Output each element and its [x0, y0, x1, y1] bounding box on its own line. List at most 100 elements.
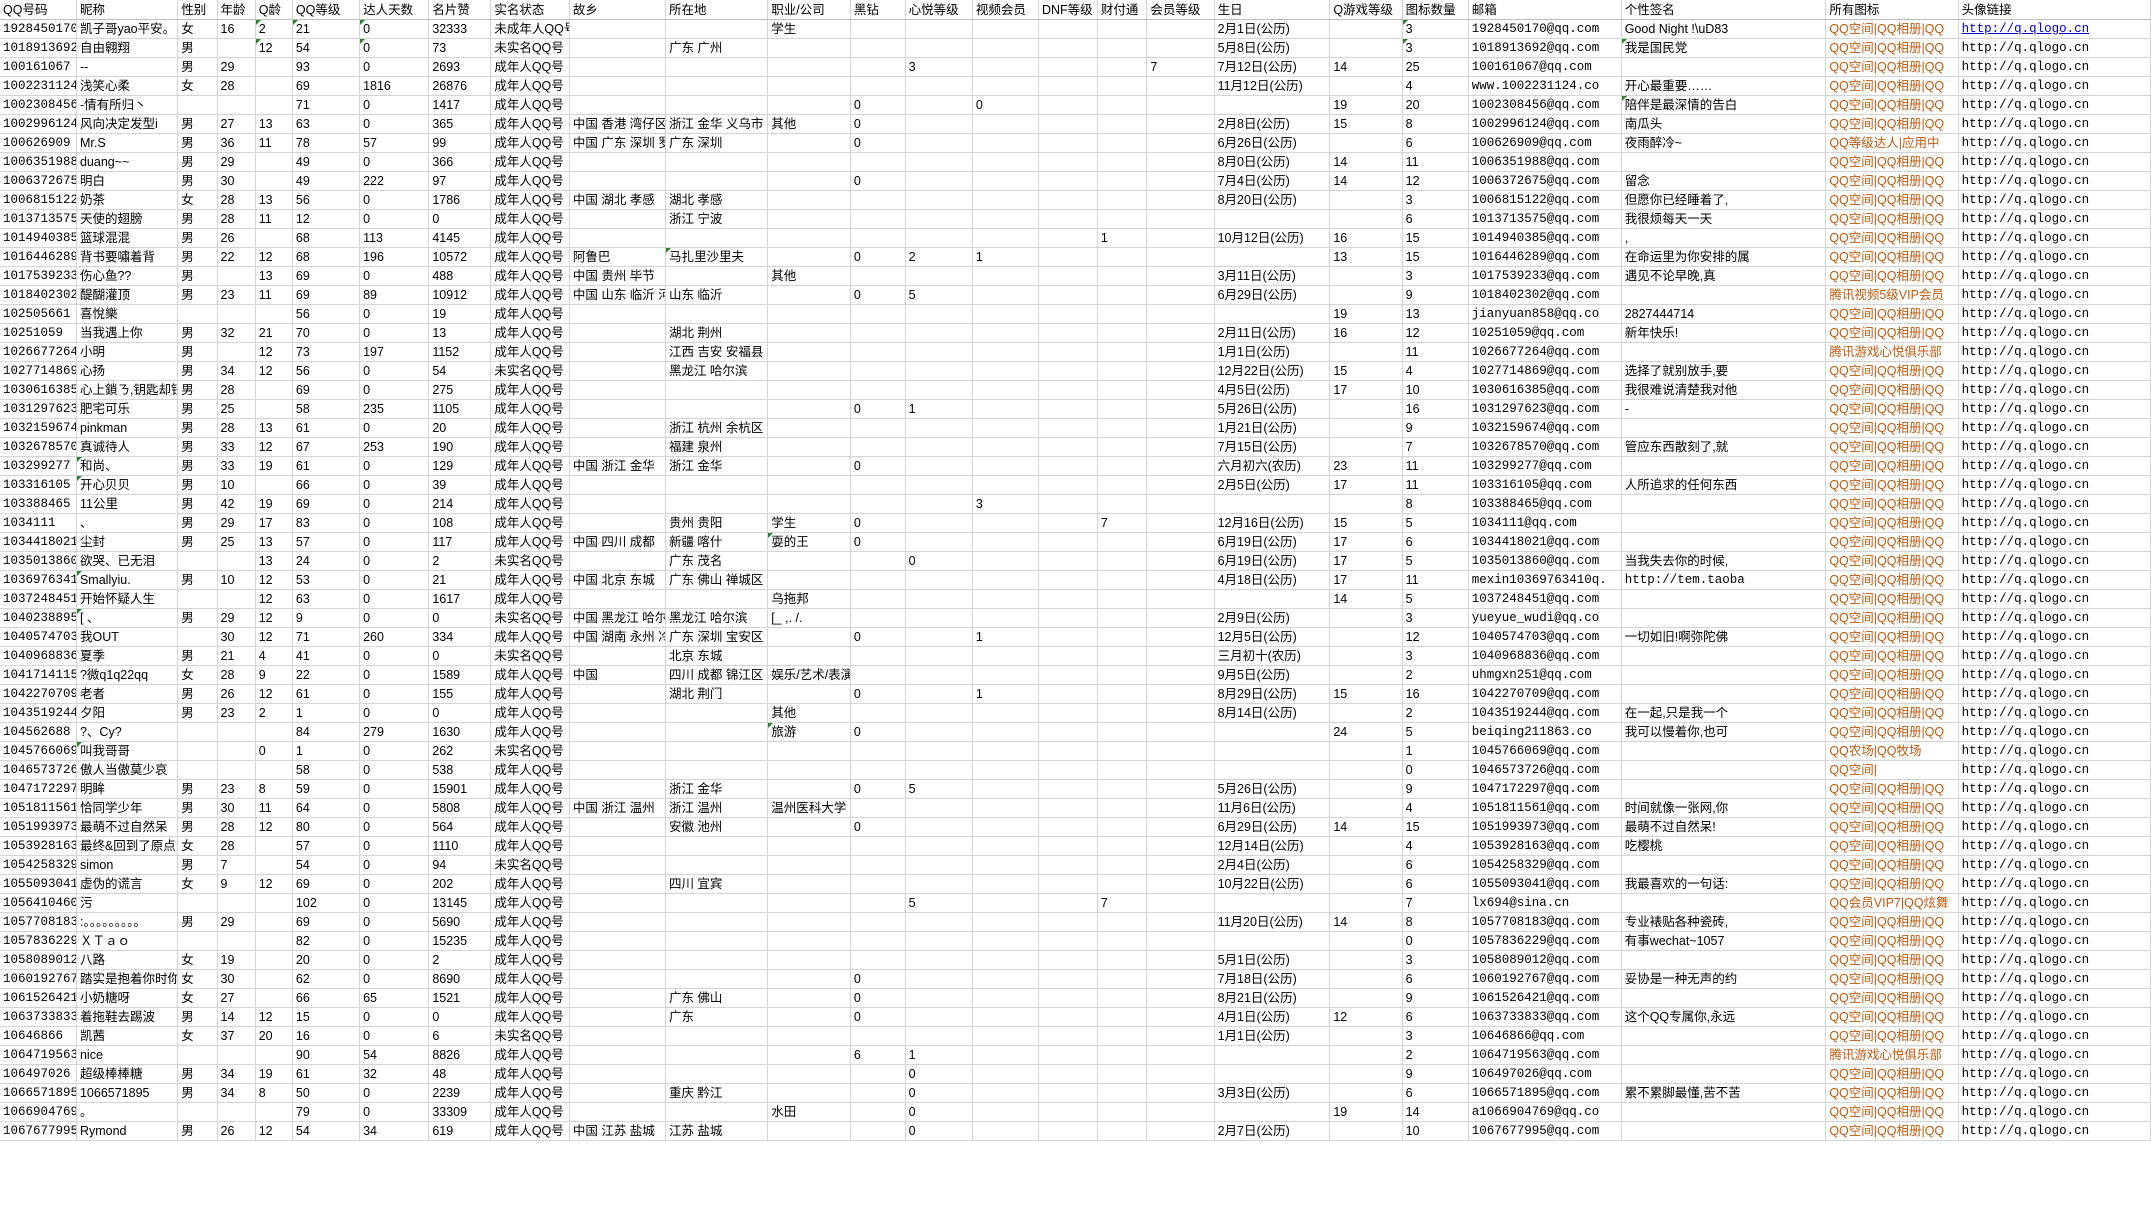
- cell-home[interactable]: 中国 黑龙江 哈尔滨: [569, 608, 666, 628]
- cell-avatar-link[interactable]: http://q.qlogo.cn: [1958, 646, 2151, 666]
- cell-xy[interactable]: [905, 874, 973, 894]
- cell-avatar-link[interactable]: http://q.qlogo.cn: [1958, 513, 2151, 533]
- cell-email[interactable]: 1006815122@qq.com: [1468, 190, 1622, 210]
- cell-vip[interactable]: [1146, 228, 1215, 248]
- cell-vip[interactable]: [1146, 76, 1215, 96]
- cell-dnf[interactable]: [1038, 1007, 1098, 1027]
- cell-black[interactable]: [850, 950, 906, 970]
- cell-home[interactable]: [569, 57, 666, 77]
- cell-likes[interactable]: 1786: [428, 190, 492, 210]
- cell-qq[interactable]: 1042270709: [0, 684, 77, 704]
- cell-black[interactable]: [850, 855, 906, 875]
- cell-loc[interactable]: [665, 266, 769, 286]
- cell-qq[interactable]: 1006815122: [0, 190, 77, 210]
- cell-icons_n[interactable]: 12: [1402, 171, 1469, 191]
- cell-home[interactable]: [569, 475, 666, 495]
- cell-icons_n[interactable]: 2: [1402, 665, 1469, 685]
- cell-home[interactable]: [569, 1026, 666, 1046]
- cell-qlevel[interactable]: 59: [292, 779, 361, 799]
- cell-nick[interactable]: 八路: [76, 950, 179, 970]
- table-row[interactable]: 1016446289 背书要嘯着背男 22 12 68 196 10572 成年人QQ号 阿鲁巴…: [0, 247, 2151, 267]
- cell-video[interactable]: [972, 190, 1039, 210]
- cell-vip[interactable]: [1146, 19, 1215, 39]
- cell-qlevel[interactable]: 64: [292, 798, 361, 818]
- cell-loc[interactable]: 广东: [665, 1007, 769, 1027]
- cell-vip[interactable]: [1146, 285, 1215, 305]
- cell-icons_n[interactable]: 7: [1402, 437, 1469, 457]
- cell-home[interactable]: [569, 874, 666, 894]
- cell-job[interactable]: 其他: [767, 114, 851, 134]
- cell-realname[interactable]: 未实名QQ号: [490, 855, 570, 875]
- cell-icons_n[interactable]: 6: [1402, 209, 1469, 229]
- cell-dnf[interactable]: [1038, 380, 1098, 400]
- cell-loc[interactable]: 湖北 荆州: [665, 323, 769, 343]
- cell-email[interactable]: 1030616385@qq.com: [1468, 380, 1622, 400]
- cell-loc[interactable]: 浙江 金华 义乌市: [665, 114, 769, 134]
- cell-nick[interactable]: 喜悅樂: [76, 304, 179, 324]
- cell-days[interactable]: 57: [359, 133, 430, 153]
- cell-qlevel[interactable]: 69: [292, 76, 361, 96]
- cell-home[interactable]: [569, 722, 666, 742]
- cell-sign[interactable]: [1621, 855, 1827, 875]
- cell-sign[interactable]: [1621, 779, 1827, 799]
- cell-birth[interactable]: [1214, 893, 1331, 913]
- cell-qgame[interactable]: [1329, 703, 1403, 723]
- cell-qlevel[interactable]: 54: [292, 38, 361, 58]
- cell-likes[interactable]: 2239: [428, 1083, 492, 1103]
- cell-qq[interactable]: 1046573726: [0, 760, 77, 780]
- cell-all-icons[interactable]: QQ空间|QQ相册|QQ: [1825, 779, 1959, 799]
- cell-avatar-link[interactable]: http://q.qlogo.cn: [1958, 285, 2151, 305]
- cell-likes[interactable]: 15901: [428, 779, 492, 799]
- cell-tenpay[interactable]: [1097, 1026, 1148, 1046]
- cell-sex[interactable]: 男: [177, 285, 218, 305]
- column-header-5[interactable]: QQ等级: [292, 0, 361, 20]
- cell-sign[interactable]: [1621, 456, 1827, 476]
- cell-realname[interactable]: 成年人QQ号: [490, 1045, 570, 1065]
- cell-icons_n[interactable]: 11: [1402, 570, 1469, 590]
- cell-home[interactable]: [569, 1083, 666, 1103]
- cell-loc[interactable]: 北京 东城: [665, 646, 769, 666]
- cell-birth[interactable]: 6月26日(公历): [1214, 133, 1331, 153]
- cell-loc[interactable]: 马扎里沙里夫: [665, 247, 769, 267]
- cell-realname[interactable]: 成年人QQ号: [490, 760, 570, 780]
- cell-avatar-link[interactable]: http://q.qlogo.cn: [1958, 247, 2151, 267]
- cell-xy[interactable]: [905, 171, 973, 191]
- column-header-21[interactable]: 邮箱: [1468, 0, 1622, 20]
- cell-loc[interactable]: 江苏 盐城: [665, 1121, 769, 1141]
- cell-black[interactable]: [850, 361, 906, 381]
- cell-realname[interactable]: 未实名QQ号: [490, 646, 570, 666]
- cell-age[interactable]: 34: [217, 361, 256, 381]
- cell-xy[interactable]: [905, 342, 973, 362]
- cell-qgame[interactable]: 24: [1329, 722, 1403, 742]
- cell-avatar-link[interactable]: http://q.qlogo.cn: [1958, 874, 2151, 894]
- table-row[interactable]: 1054258329 simon 男 7 54 0 94 未实名QQ号 2月4日(公历) 6 105…: [0, 855, 2151, 875]
- cell-home[interactable]: [569, 551, 666, 571]
- cell-qlevel[interactable]: 66: [292, 475, 361, 495]
- cell-dnf[interactable]: [1038, 684, 1098, 704]
- cell-sign[interactable]: 我很烦每天一天: [1621, 209, 1827, 229]
- cell-xy[interactable]: 0: [905, 1121, 973, 1141]
- cell-job[interactable]: [767, 741, 851, 761]
- cell-birth[interactable]: 10月22日(公历): [1214, 874, 1331, 894]
- cell-all-icons[interactable]: QQ空间|QQ相册|QQ: [1825, 513, 1959, 533]
- cell-email[interactable]: 1032678570@qq.com: [1468, 437, 1622, 457]
- cell-sex[interactable]: 男: [177, 456, 218, 476]
- cell-birth[interactable]: 8月21日(公历): [1214, 988, 1331, 1008]
- cell-qage[interactable]: 13: [255, 114, 293, 134]
- table-row[interactable]: 100161067 -- 男 29 93 0 2693 成年人QQ号 3 7 7月12日(公历) 14…: [0, 57, 2151, 77]
- cell-email[interactable]: 1006372675@qq.com: [1468, 171, 1622, 191]
- cell-sex[interactable]: 女: [177, 19, 218, 39]
- cell-birth[interactable]: 1月21日(公历): [1214, 418, 1331, 438]
- cell-video[interactable]: [972, 969, 1039, 989]
- cell-sign[interactable]: 夜雨醉冷~: [1621, 133, 1827, 153]
- cell-sex[interactable]: [177, 95, 218, 115]
- cell-video[interactable]: [972, 532, 1039, 552]
- cell-loc[interactable]: [665, 931, 769, 951]
- cell-birth[interactable]: [1214, 304, 1331, 324]
- cell-age[interactable]: [217, 342, 256, 362]
- cell-qage[interactable]: 9: [255, 665, 293, 685]
- cell-vip[interactable]: [1146, 855, 1215, 875]
- cell-qlevel[interactable]: 22: [292, 665, 361, 685]
- cell-all-icons[interactable]: 腾讯游戏心悦俱乐部: [1825, 342, 1959, 362]
